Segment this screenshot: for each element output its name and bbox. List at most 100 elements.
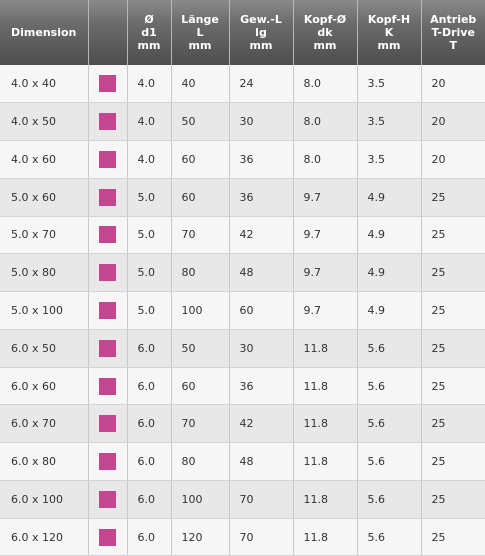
cell-dimension: 4.0 x 40 (0, 65, 89, 104)
cell-dimension: 6.0 x 80 (0, 442, 89, 481)
cell-color (88, 442, 128, 481)
cell-thread-length: 42 (229, 216, 294, 255)
cell-color (88, 480, 128, 519)
cell-diameter: 5.0 (127, 291, 172, 330)
table-row: 4.0 x 40 4.0 40 24 8.0 3.5 20 (0, 65, 485, 104)
cell-color (88, 291, 128, 330)
cell-thread-length: 36 (229, 140, 294, 179)
cell-drive: 25 (421, 329, 485, 368)
cell-thread-length: 36 (229, 178, 294, 217)
header-drive-line-3: T (449, 39, 457, 52)
table-row: 6.0 x 70 6.0 70 42 11.8 5.6 25 (0, 404, 485, 444)
color-swatch (99, 528, 116, 546)
cell-color (88, 65, 128, 104)
table-row: 4.0 x 50 4.0 50 30 8.0 3.5 20 (0, 102, 485, 142)
color-swatch (99, 113, 116, 131)
table-row: 6.0 x 80 6.0 80 48 11.8 5.6 25 (0, 442, 485, 481)
header-drive-line-1: Antrieb (430, 13, 477, 26)
table-row: 6.0 x 120 6.0 120 70 11.8 5.6 25 (0, 518, 485, 556)
cell-drive: 20 (421, 65, 485, 104)
cell-diameter: 6.0 (127, 367, 172, 406)
cell-head-height: 3.5 (357, 65, 422, 104)
cell-color (88, 178, 128, 217)
header-length: Länge L mm (171, 0, 230, 65)
cell-dimension: 5.0 x 80 (0, 253, 89, 293)
header-dimension-label: Dimension (11, 26, 77, 39)
header-drive-line-2: T-Drive (431, 26, 475, 39)
cell-diameter: 6.0 (127, 480, 172, 519)
header-thread-length: Gew.-L lg mm (229, 0, 294, 65)
cell-head-diameter: 11.8 (293, 367, 358, 406)
header-head-diameter: Kopf-Ø dk mm (293, 0, 358, 65)
cell-diameter: 4.0 (127, 140, 172, 179)
cell-diameter: 4.0 (127, 102, 172, 142)
cell-dimension: 5.0 x 70 (0, 216, 89, 255)
cell-head-diameter: 11.8 (293, 442, 358, 481)
cell-head-diameter: 8.0 (293, 102, 358, 142)
cell-head-diameter: 11.8 (293, 329, 358, 368)
cell-color (88, 102, 128, 142)
cell-head-height: 3.5 (357, 140, 422, 179)
cell-diameter: 6.0 (127, 518, 172, 556)
header-head-height-line-3: mm (377, 39, 401, 52)
cell-thread-length: 70 (229, 518, 294, 556)
header-head-height-line-1: Kopf-H (367, 13, 411, 26)
cell-drive: 20 (421, 140, 485, 179)
cell-thread-length: 60 (229, 291, 294, 330)
table-header-row: Dimension Ø d1 mm Länge L mm Gew.-L lg m… (0, 0, 485, 65)
color-swatch (99, 188, 116, 206)
header-head-height-line-2: K (384, 26, 394, 39)
header-head-height: Kopf-H K mm (357, 0, 422, 65)
cell-dimension: 4.0 x 50 (0, 102, 89, 142)
cell-diameter: 4.0 (127, 65, 172, 104)
table-row: 5.0 x 80 5.0 80 48 9.7 4.9 25 (0, 253, 485, 293)
cell-length: 80 (171, 253, 230, 293)
cell-dimension: 5.0 x 100 (0, 291, 89, 330)
cell-drive: 25 (421, 480, 485, 519)
cell-length: 120 (171, 518, 230, 556)
cell-diameter: 6.0 (127, 329, 172, 368)
cell-drive: 25 (421, 518, 485, 556)
cell-length: 40 (171, 65, 230, 104)
cell-dimension: 6.0 x 100 (0, 480, 89, 519)
cell-drive: 25 (421, 253, 485, 293)
cell-thread-length: 30 (229, 102, 294, 142)
color-swatch (99, 490, 116, 508)
color-swatch (99, 264, 116, 282)
cell-thread-length: 24 (229, 65, 294, 104)
cell-length: 100 (171, 480, 230, 519)
cell-thread-length: 36 (229, 367, 294, 406)
header-length-line-1: Länge (181, 13, 219, 26)
cell-head-height: 4.9 (357, 216, 422, 255)
cell-length: 50 (171, 329, 230, 368)
cell-length: 60 (171, 367, 230, 406)
cell-drive: 25 (421, 367, 485, 406)
cell-color (88, 329, 128, 368)
header-color (88, 0, 128, 65)
cell-head-height: 5.6 (357, 442, 422, 481)
cell-head-height: 4.9 (357, 291, 422, 330)
color-swatch (99, 75, 116, 93)
cell-drive: 25 (421, 291, 485, 330)
cell-diameter: 5.0 (127, 216, 172, 255)
header-thread-length-line-1: Gew.-L (240, 13, 282, 26)
cell-color (88, 216, 128, 255)
header-thread-length-line-3: mm (249, 39, 273, 52)
cell-head-diameter: 9.7 (293, 253, 358, 293)
cell-color (88, 518, 128, 556)
cell-diameter: 6.0 (127, 442, 172, 481)
cell-length: 80 (171, 442, 230, 481)
header-head-diameter-line-3: mm (313, 39, 337, 52)
cell-head-diameter: 8.0 (293, 140, 358, 179)
color-swatch (99, 415, 116, 433)
cell-diameter: 5.0 (127, 178, 172, 217)
cell-dimension: 5.0 x 60 (0, 178, 89, 217)
cell-head-diameter: 11.8 (293, 404, 358, 444)
header-head-diameter-line-2: dk (317, 26, 333, 39)
cell-head-height: 5.6 (357, 480, 422, 519)
cell-head-height: 5.6 (357, 329, 422, 368)
cell-color (88, 367, 128, 406)
color-swatch (99, 301, 116, 319)
table-row: 6.0 x 100 6.0 100 70 11.8 5.6 25 (0, 480, 485, 519)
